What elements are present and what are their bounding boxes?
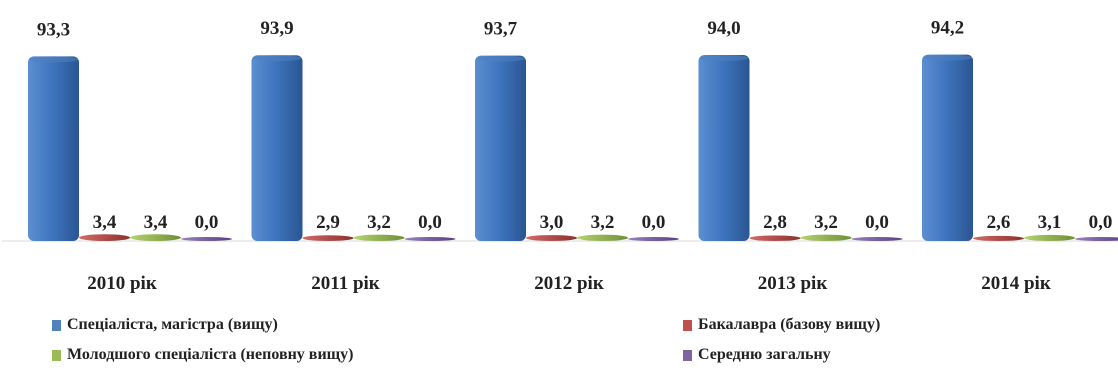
bar-1-0 bbox=[79, 234, 130, 241]
legend-item-2: Молодшого спеціаліста (неповну вищу) bbox=[52, 346, 354, 364]
data-label-0-2: 93,7 bbox=[484, 19, 518, 40]
bar-3-1 bbox=[404, 237, 456, 241]
legend-label-2: Молодшого спеціаліста (неповну вищу) bbox=[67, 346, 354, 363]
data-label-0-0: 93,3 bbox=[37, 19, 70, 40]
bar-1-1 bbox=[302, 235, 354, 241]
category-label-3: 2013 рік bbox=[758, 273, 828, 294]
legend-item-1: Бакалавра (базову вищу) bbox=[683, 316, 880, 334]
bar-0-4 bbox=[922, 54, 973, 242]
bar-2-0 bbox=[130, 234, 181, 241]
data-label-2-1: 3,2 bbox=[367, 212, 391, 233]
data-label-3-1: 0,0 bbox=[418, 212, 442, 233]
bar-0-2 bbox=[475, 55, 526, 242]
data-label-2-0: 3,4 bbox=[144, 212, 168, 233]
data-label-0-1: 93,9 bbox=[260, 18, 293, 39]
legend-swatch-3 bbox=[683, 349, 692, 361]
data-label-3-4: 0,0 bbox=[1089, 212, 1113, 233]
legend-label-0: Спеціаліста, магістра (вищу) bbox=[67, 316, 278, 333]
data-label-2-3: 3,2 bbox=[814, 212, 838, 233]
data-label-1-3: 2,8 bbox=[763, 212, 787, 233]
bar-1-2 bbox=[526, 235, 577, 241]
bar-2-4 bbox=[1024, 234, 1075, 241]
bar-3-3 bbox=[851, 237, 903, 241]
bar-3-2 bbox=[628, 237, 679, 241]
data-label-1-1: 2,9 bbox=[316, 212, 340, 233]
legend-label-3: Середню загальну bbox=[698, 346, 831, 363]
data-label-2-4: 3,1 bbox=[1038, 212, 1062, 233]
legend-item-0: Спеціаліста, магістра (вищу) bbox=[52, 316, 278, 334]
data-label-3-2: 0,0 bbox=[642, 212, 666, 233]
legend-swatch-2 bbox=[52, 349, 61, 361]
bar-0-1 bbox=[251, 55, 303, 241]
bar-2-1 bbox=[353, 234, 405, 241]
data-label-0-4: 94,2 bbox=[931, 18, 964, 39]
bar-1-3 bbox=[749, 235, 801, 241]
bar-1-4 bbox=[973, 235, 1024, 241]
legend-swatch-0 bbox=[52, 319, 61, 331]
category-label-0: 2010 рік bbox=[87, 273, 157, 294]
bar-2-2 bbox=[577, 234, 628, 241]
data-label-1-2: 3,0 bbox=[540, 212, 564, 233]
legend-label-1: Бакалавра (базову вищу) bbox=[698, 316, 881, 333]
bar-0-0 bbox=[28, 56, 79, 242]
category-label-2: 2012 рік bbox=[534, 273, 604, 294]
legend-item-3: Середню загальну bbox=[683, 346, 831, 364]
bar-3-0 bbox=[181, 237, 232, 241]
data-label-0-3: 94,0 bbox=[707, 18, 740, 39]
data-label-3-0: 0,0 bbox=[195, 212, 219, 233]
legend-swatch-1 bbox=[683, 319, 692, 331]
category-label-4: 2014 рік bbox=[981, 273, 1051, 294]
bar-0-3 bbox=[698, 55, 750, 241]
category-label-1: 2011 рік bbox=[311, 273, 380, 294]
data-label-3-3: 0,0 bbox=[865, 212, 889, 233]
data-label-1-0: 3,4 bbox=[93, 212, 117, 233]
bar-2-3 bbox=[800, 234, 852, 241]
data-label-1-4: 2,6 bbox=[987, 212, 1011, 233]
bar-3-4 bbox=[1075, 237, 1118, 241]
data-label-2-2: 3,2 bbox=[591, 212, 615, 233]
